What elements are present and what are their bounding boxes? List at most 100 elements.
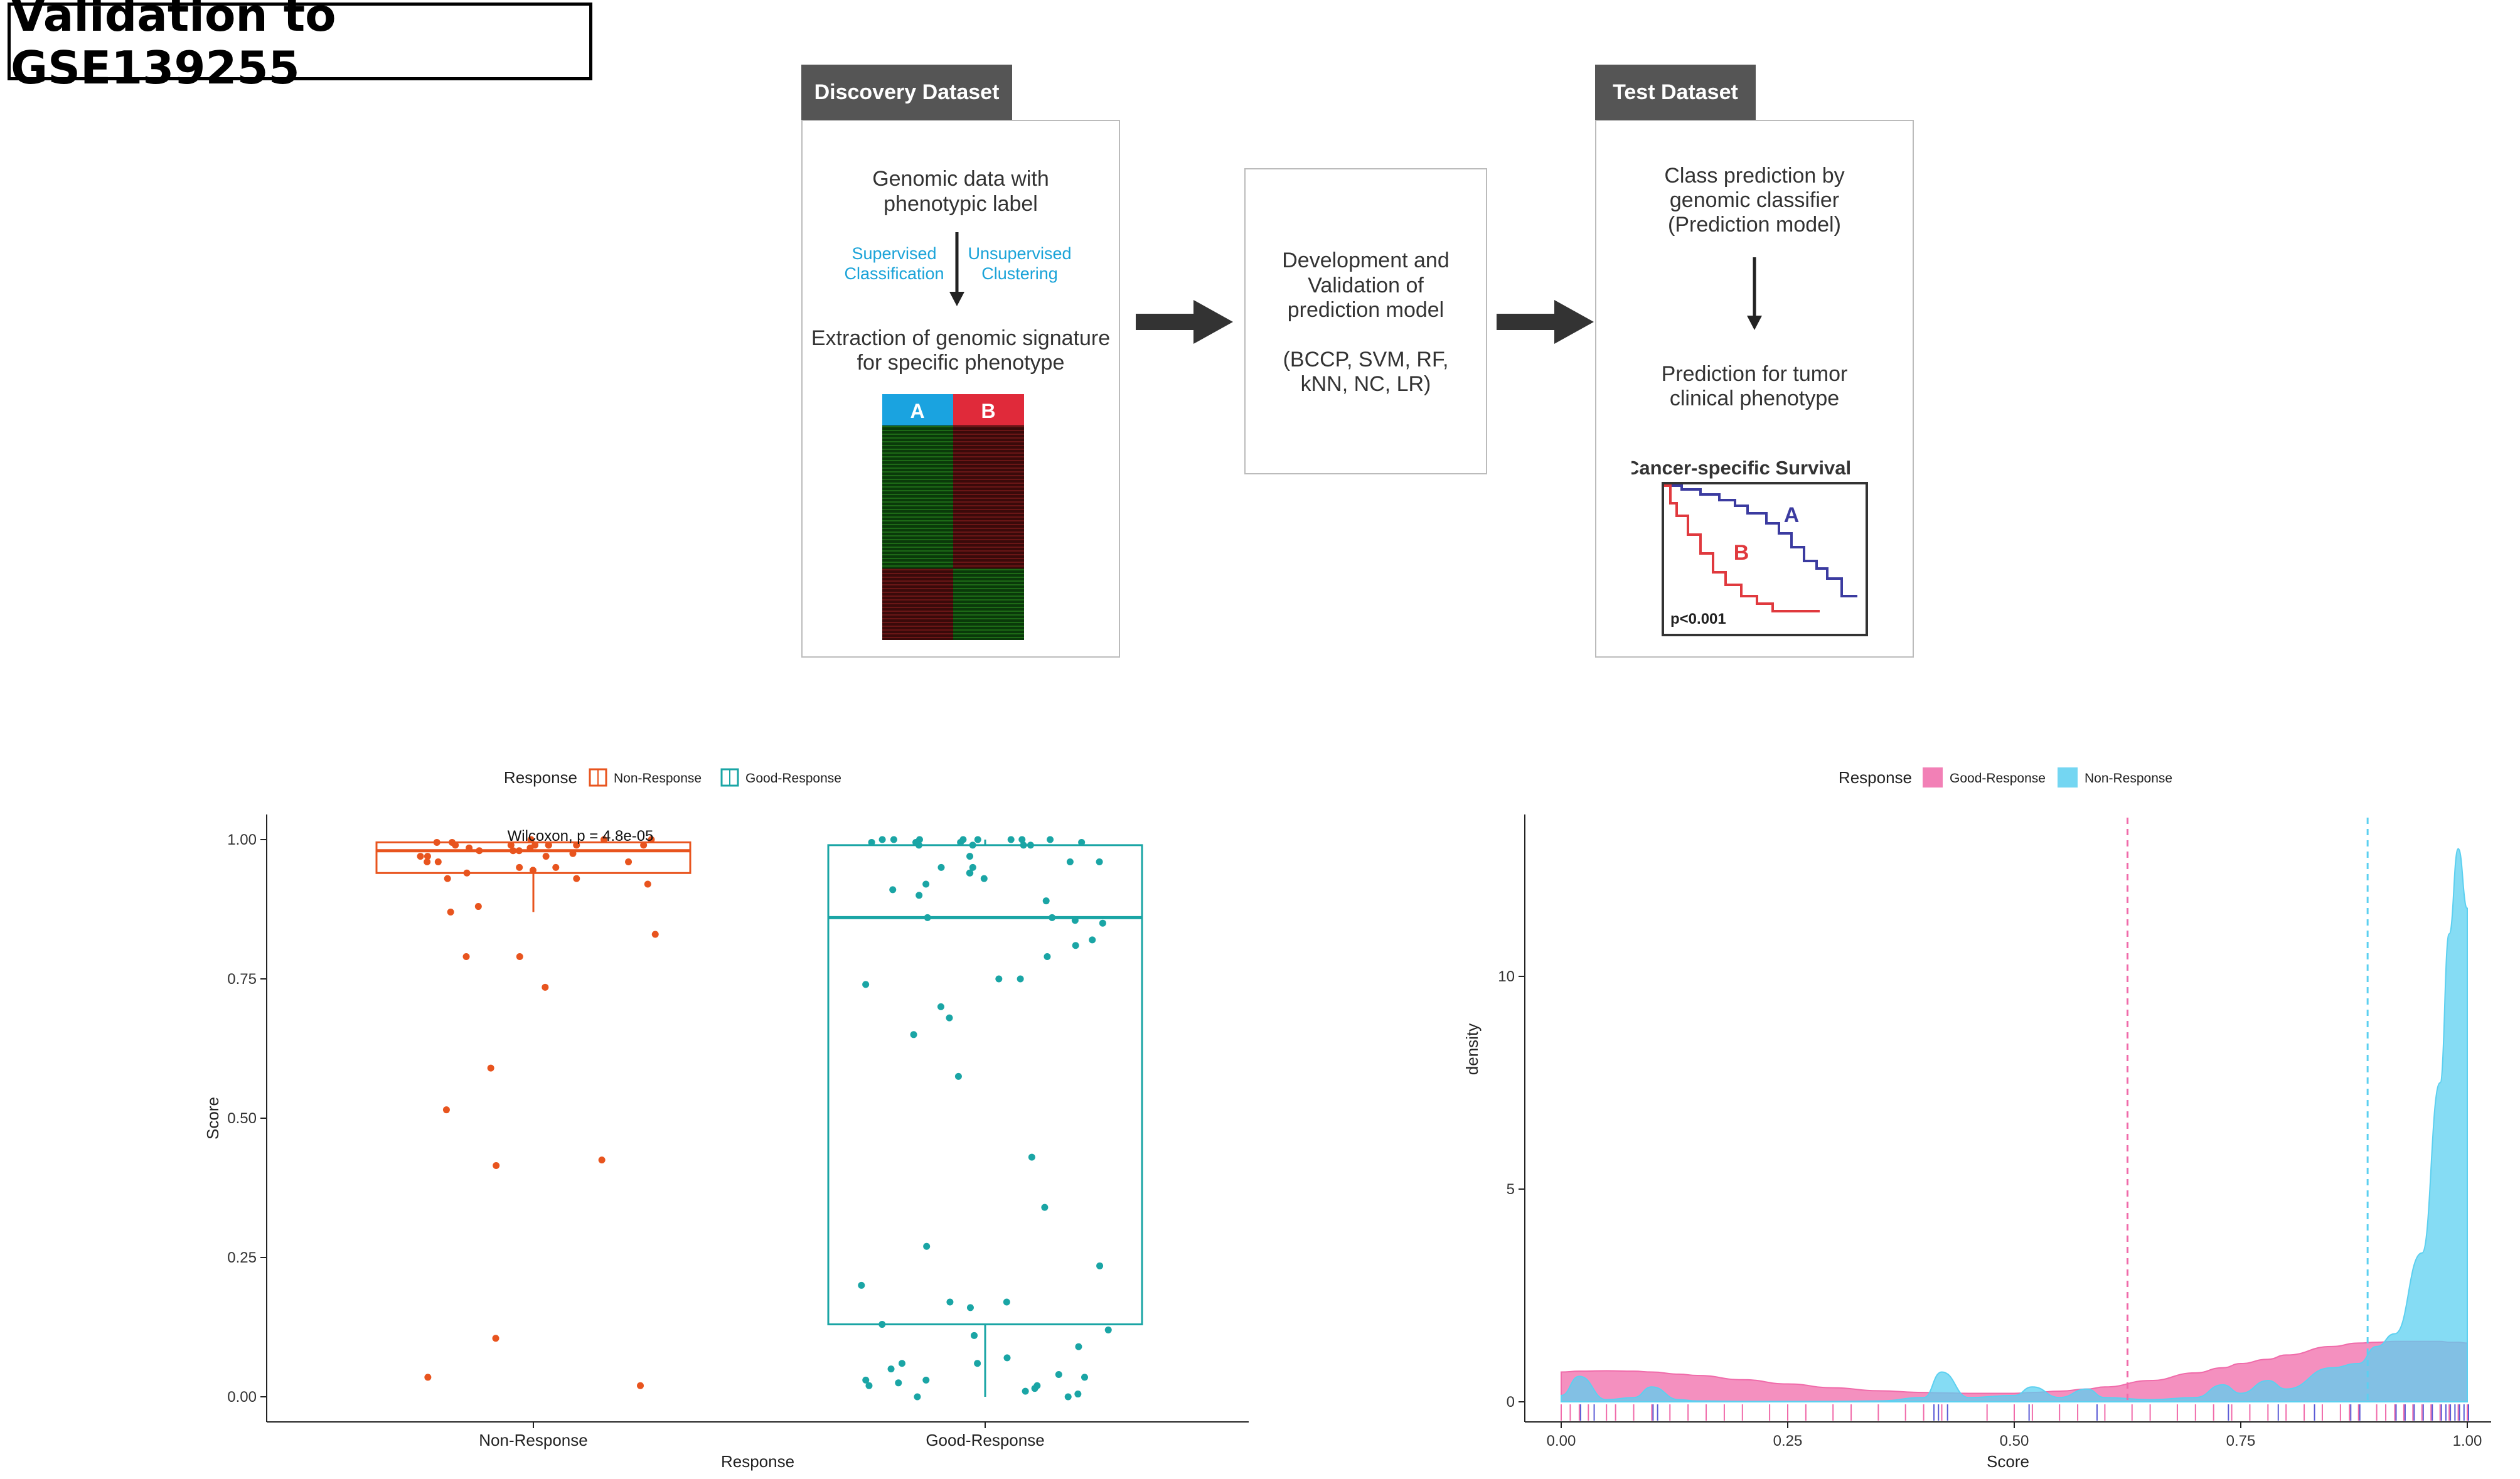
data-point — [542, 983, 549, 991]
test-line2: genomic classifier — [1669, 188, 1840, 212]
data-point — [922, 880, 930, 888]
data-point — [974, 836, 981, 843]
legend-key-1 — [2058, 767, 2078, 788]
box-Good-Response — [827, 844, 1143, 1326]
data-point — [516, 953, 523, 960]
discovery-header: Discovery Dataset — [801, 65, 1012, 120]
data-point — [980, 875, 988, 882]
data-point — [1072, 942, 1079, 949]
legend-label-1: Non-Response — [2085, 771, 2172, 786]
data-point — [1078, 838, 1086, 846]
data-point — [640, 841, 648, 849]
legend-label-1: Good-Response — [745, 771, 841, 786]
data-point — [895, 1379, 902, 1387]
supervised-label-2: Classification — [844, 264, 944, 283]
y-axis-label: density — [1463, 1023, 1482, 1075]
test-line1: Class prediction by — [1664, 164, 1845, 188]
data-point — [868, 838, 875, 846]
data-point — [648, 836, 655, 843]
data-point — [1096, 858, 1103, 866]
model-line3: prediction model — [1287, 298, 1444, 322]
data-point — [946, 1014, 953, 1022]
data-point — [910, 1031, 917, 1039]
data-point — [1064, 1393, 1072, 1401]
data-point — [1027, 841, 1034, 849]
data-point — [573, 841, 580, 849]
heatmap: A B — [882, 394, 1024, 640]
density-chart: Response Good-Response Non-Response 0 5 10 0.0… — [1463, 767, 2491, 1471]
data-point — [433, 838, 440, 846]
data-point — [516, 863, 523, 871]
extract-line1: Extraction of genomic signature — [811, 326, 1111, 350]
data-point — [552, 863, 560, 871]
unsupervised-label-1: Unsupervised — [968, 244, 1072, 263]
y-tick-label: 0.00 — [227, 1389, 257, 1406]
y-tick-label: 5 — [1507, 1181, 1515, 1198]
down-arrow-icon — [1747, 257, 1762, 330]
y-tick-label: 0.50 — [227, 1110, 257, 1127]
y-tick-label: 0 — [1507, 1394, 1515, 1411]
data-point — [1028, 1153, 1035, 1161]
data-point — [937, 863, 945, 871]
extract-line2: for specific phenotype — [857, 351, 1065, 375]
data-point — [1096, 1262, 1104, 1269]
data-point — [474, 903, 482, 910]
data-point — [1089, 936, 1096, 944]
x-tick-label: 0.75 — [2226, 1433, 2256, 1450]
data-point — [1081, 1374, 1089, 1381]
legend-label-0: Non-Response — [614, 771, 702, 786]
model-line5: kNN, NC, LR) — [1300, 372, 1431, 396]
heatmap-label-a: A — [910, 400, 924, 422]
data-point — [651, 931, 659, 938]
discovery-line1: Genomic data with — [872, 167, 1049, 191]
data-point — [1074, 1391, 1082, 1398]
data-point — [442, 1106, 450, 1114]
test-line5: clinical phenotype — [1669, 387, 1840, 410]
x-tick-label: Good-Response — [926, 1431, 1044, 1450]
data-point — [601, 836, 608, 843]
data-point — [966, 1304, 974, 1311]
data-point — [1047, 836, 1054, 843]
data-point — [487, 1064, 494, 1072]
data-point — [424, 1374, 432, 1381]
x-tick-label: 0.50 — [2000, 1433, 2029, 1450]
legend-title: Response — [504, 768, 577, 787]
data-point — [865, 1382, 873, 1389]
data-point — [954, 1072, 962, 1080]
right-arrow-icon — [1136, 300, 1233, 344]
legend-label-0: Good-Response — [1950, 771, 2046, 786]
x-axis-label: Score — [1987, 1452, 2029, 1471]
data-point — [526, 844, 534, 852]
data-point — [417, 853, 424, 860]
data-point — [1020, 841, 1027, 849]
data-point — [492, 1335, 499, 1342]
data-point — [890, 836, 897, 843]
data-point — [878, 836, 886, 843]
data-point — [969, 841, 976, 849]
data-point — [424, 858, 431, 866]
data-point — [529, 867, 537, 874]
model-line1: Development and — [1282, 248, 1450, 272]
data-point — [636, 1382, 644, 1389]
survival-curve-a-label: A — [1784, 503, 1800, 527]
down-arrow-icon — [949, 232, 964, 306]
data-point — [1007, 836, 1015, 843]
data-point — [1017, 975, 1024, 983]
data-point — [573, 875, 580, 882]
data-point — [598, 1156, 606, 1164]
data-point — [966, 869, 974, 877]
box-plot-chart: Response Non-Response Good-Response 0.00 0.2… — [203, 768, 1249, 1471]
data-point — [966, 853, 974, 860]
survival-curve-b-label: B — [1734, 541, 1749, 565]
data-point — [1049, 914, 1056, 921]
data-point — [424, 853, 431, 860]
data-point — [887, 1365, 895, 1373]
data-point — [937, 1003, 944, 1010]
discovery-line2: phenotypic label — [884, 192, 1038, 216]
data-point — [959, 836, 967, 843]
data-point — [924, 914, 931, 921]
x-tick-label: 0.25 — [1773, 1433, 1803, 1450]
data-point — [1003, 1298, 1010, 1306]
data-point — [1055, 1370, 1062, 1378]
data-point — [912, 838, 920, 846]
